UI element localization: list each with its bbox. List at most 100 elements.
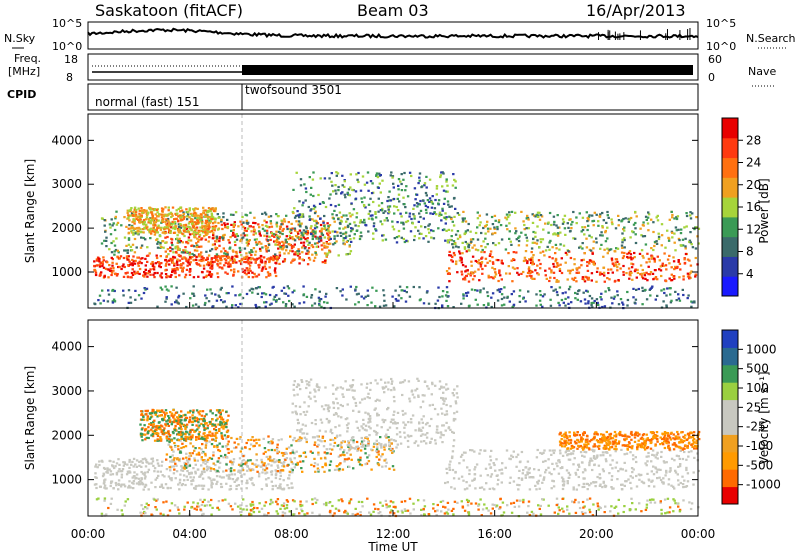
power-cell xyxy=(587,302,590,305)
power-cell xyxy=(319,298,323,301)
power-cell xyxy=(446,200,450,203)
power-cell xyxy=(368,210,372,213)
power-cell xyxy=(136,270,139,273)
power-cell xyxy=(263,301,266,304)
power-cell xyxy=(374,212,377,215)
power-cell xyxy=(639,227,642,230)
velocity-cell xyxy=(232,460,235,464)
power-cell xyxy=(479,289,482,292)
velocity-cell xyxy=(665,469,668,472)
velocity-cell xyxy=(652,465,655,468)
velocity-cell xyxy=(561,480,565,483)
velocity-cell xyxy=(534,484,537,487)
velocity-cell xyxy=(277,450,281,453)
power-cell xyxy=(642,256,645,259)
velocity-cell xyxy=(656,477,659,480)
velocity-cell xyxy=(275,470,278,473)
power-cell xyxy=(413,235,416,238)
power-cell xyxy=(474,259,477,263)
power-cell xyxy=(198,259,201,262)
power-cell xyxy=(579,300,583,303)
power-cell xyxy=(650,257,653,260)
power-cell xyxy=(457,246,460,249)
power-cell xyxy=(210,212,213,215)
velocity-cell xyxy=(245,487,248,490)
power-cell xyxy=(264,262,267,265)
power-cell xyxy=(257,264,260,267)
power-cell xyxy=(183,229,186,232)
power-cell xyxy=(493,226,496,229)
velocity-cell xyxy=(419,429,423,432)
power-cell xyxy=(414,198,417,201)
power-cell xyxy=(126,276,130,279)
power-cell xyxy=(179,214,183,217)
velocity-cell xyxy=(167,443,170,446)
power-cell xyxy=(674,265,677,268)
power-cell xyxy=(394,289,397,292)
power-cell xyxy=(674,249,677,252)
power-cell xyxy=(387,206,390,209)
velocity-cell xyxy=(559,467,562,470)
power-cell xyxy=(129,296,132,299)
power-cell xyxy=(520,231,523,234)
velocity-cell xyxy=(218,449,222,453)
velocity-cell xyxy=(286,484,289,487)
power-cell xyxy=(101,260,104,264)
power-cell xyxy=(185,250,189,253)
power-cell xyxy=(697,242,700,245)
power-cell xyxy=(556,261,559,265)
velocity-cell xyxy=(659,468,662,471)
power-cell xyxy=(462,210,465,213)
power-cell xyxy=(360,235,363,238)
power-cell xyxy=(471,246,474,249)
velocity-cell xyxy=(198,453,201,456)
power-cell xyxy=(369,197,372,200)
velocity-cell xyxy=(434,439,437,442)
power-cell xyxy=(124,272,127,275)
power-cell xyxy=(630,271,633,274)
power-cell xyxy=(429,212,432,215)
velocity-cell xyxy=(358,463,362,466)
power-cell xyxy=(581,226,584,229)
power-cell xyxy=(677,237,681,240)
velocity-cell xyxy=(214,469,217,472)
velocity-cell xyxy=(287,446,291,449)
power-cell xyxy=(460,302,463,305)
power-cell xyxy=(133,206,137,209)
power-cell xyxy=(314,224,317,227)
velocity-cell xyxy=(167,436,170,439)
power-cell xyxy=(316,242,319,245)
power-cell xyxy=(252,228,256,231)
power-cell xyxy=(251,257,254,260)
power-cell xyxy=(418,172,422,175)
velocity-cell xyxy=(208,466,211,469)
power-cell xyxy=(345,220,348,223)
power-cell xyxy=(341,184,344,187)
power-cell xyxy=(643,274,647,277)
power-cell xyxy=(464,265,467,268)
power-cell xyxy=(689,264,693,267)
power-cell xyxy=(626,298,630,302)
power-cell xyxy=(194,303,198,306)
power-cell xyxy=(617,303,621,306)
power-cell xyxy=(320,305,323,308)
power-cell xyxy=(125,244,128,247)
velocity-cell xyxy=(350,458,353,461)
velocity-cell xyxy=(375,450,378,453)
velocity-cell xyxy=(157,464,161,467)
power-cell xyxy=(323,259,327,262)
velocity-cell xyxy=(322,408,326,411)
power-cell xyxy=(371,182,374,185)
power-cell xyxy=(155,254,158,257)
velocity-cell xyxy=(348,388,351,391)
power-cell xyxy=(143,221,146,224)
velocity-cell xyxy=(572,486,575,489)
power-cell xyxy=(214,248,217,251)
velocity-cell xyxy=(265,483,268,486)
velocity-cell xyxy=(172,450,175,453)
power-cell xyxy=(641,289,645,292)
power-cell xyxy=(232,225,235,229)
power-cell xyxy=(221,234,225,237)
power-cell xyxy=(329,203,333,207)
velocity-cell xyxy=(226,443,230,446)
